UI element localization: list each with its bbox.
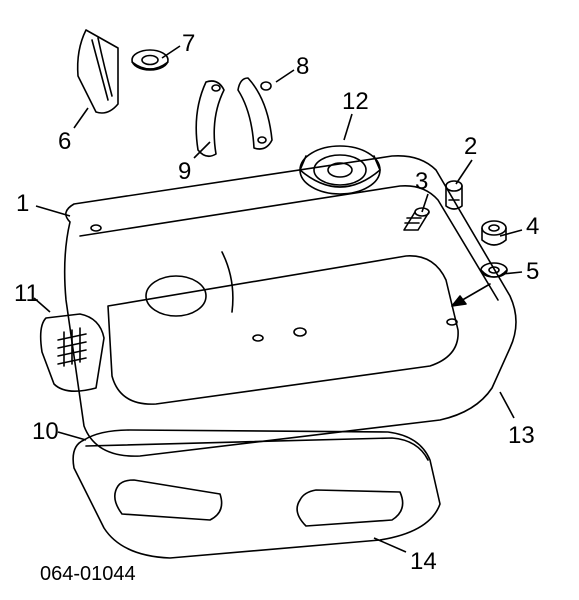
part-8 [238, 78, 272, 149]
callout-2: 2 [464, 135, 477, 159]
callout-14: 14 [410, 550, 437, 574]
callout-7: 7 [182, 32, 195, 56]
leader-10 [58, 432, 86, 440]
callout-6: 6 [58, 130, 71, 154]
leader-7 [162, 46, 180, 58]
diagram-stage: 1234567891011121314 064-01044 [0, 0, 579, 600]
leader-13 [500, 392, 514, 418]
part-11 [41, 314, 104, 391]
part-6 [78, 30, 118, 113]
part-7 [132, 50, 168, 70]
part-upper-panel [65, 156, 516, 456]
part-lower-pocket [73, 430, 440, 558]
callout-8: 8 [296, 55, 309, 79]
part-4 [482, 221, 506, 245]
callout-13: 13 [508, 424, 535, 448]
callout-10: 10 [32, 420, 59, 444]
leader-8 [276, 70, 294, 82]
drawing-code: 064-01044 [40, 563, 136, 586]
assembly-arrow [452, 284, 490, 306]
callout-12: 12 [342, 90, 369, 114]
part-2 [446, 181, 462, 209]
leader-6 [74, 108, 88, 128]
leader-14 [374, 538, 406, 552]
callout-9: 9 [178, 160, 191, 184]
part-3 [404, 208, 429, 230]
callout-4: 4 [526, 215, 539, 239]
exploded-drawing [0, 0, 579, 600]
part-9 [196, 81, 224, 156]
callout-3: 3 [415, 170, 428, 194]
part-12 [300, 146, 380, 194]
leader-1 [36, 206, 70, 216]
callout-11: 11 [14, 282, 39, 306]
callout-1: 1 [16, 192, 29, 216]
leader-12 [344, 114, 352, 140]
leader-2 [456, 160, 472, 184]
callout-5: 5 [526, 260, 539, 284]
